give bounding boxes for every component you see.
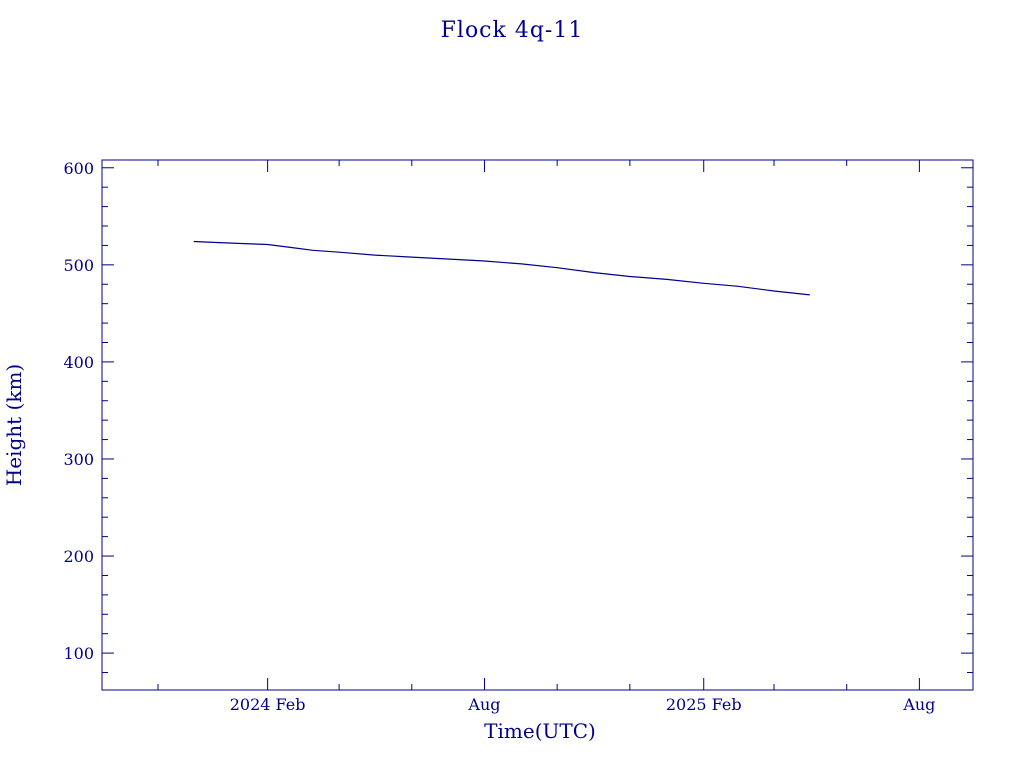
y-axis-label: Height (km) <box>2 364 26 486</box>
y-tick-label: 500 <box>63 256 94 275</box>
series-line <box>193 240 810 296</box>
y-tick-label: 200 <box>63 547 94 566</box>
y-tick-label: 400 <box>63 353 94 372</box>
y-axis: 100 200 300 400 500 600 <box>63 159 973 674</box>
plot-frame <box>101 159 974 691</box>
y-tick-label: 600 <box>63 159 94 178</box>
x-axis: 2024 Feb Aug 2025 Feb Aug <box>157 160 935 714</box>
y-tick-label: 100 <box>63 644 94 663</box>
x-tick-label: Aug <box>902 695 935 714</box>
x-tick-label: 2024 Feb <box>230 695 306 714</box>
chart-title: Flock 4q-11 <box>441 18 584 43</box>
x-tick-label: Aug <box>467 695 500 714</box>
y-tick-label: 300 <box>63 450 94 469</box>
x-axis-label: Time(UTC) <box>484 719 596 743</box>
x-tick-label: 2025 Feb <box>666 695 742 714</box>
series-group <box>193 240 810 296</box>
